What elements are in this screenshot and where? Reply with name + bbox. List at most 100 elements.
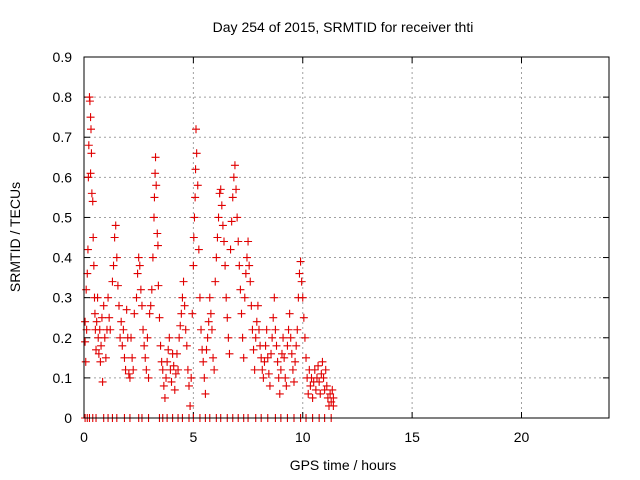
data-point [276, 365, 285, 374]
data-point [291, 357, 300, 366]
data-point [87, 149, 96, 158]
data-point [283, 341, 292, 350]
data-point [206, 309, 215, 318]
data-point [186, 401, 195, 410]
data-point [252, 317, 261, 326]
data-point [300, 333, 309, 342]
data-point [187, 373, 196, 382]
data-point [128, 353, 137, 362]
data-point [143, 333, 152, 342]
data-point [319, 373, 328, 382]
data-point [89, 261, 98, 270]
data-point [110, 233, 119, 242]
data-point [246, 277, 255, 286]
data-point [136, 285, 145, 294]
data-point [183, 365, 192, 374]
data-point [108, 277, 117, 286]
data-point [155, 313, 164, 322]
data-point [112, 253, 121, 262]
data-point [150, 213, 158, 222]
data-point [229, 173, 238, 182]
data-point [151, 153, 160, 162]
data-point [222, 293, 231, 302]
data-point [85, 97, 94, 106]
data-point [99, 301, 108, 310]
data-point [121, 365, 130, 374]
data-point [165, 333, 174, 342]
data-point [279, 333, 288, 342]
data-point [268, 333, 277, 342]
y-axis-label: SRMTID / TECUs [7, 182, 23, 292]
data-point [156, 341, 165, 350]
data-point [234, 237, 243, 246]
data-point [83, 269, 92, 278]
data-point [133, 269, 142, 278]
x-tick-labels: 0 5 10 15 20 [80, 429, 529, 445]
data-point [84, 173, 93, 182]
data-point [87, 189, 96, 198]
data-point [199, 357, 208, 366]
y-tick-label: 0.2 [53, 330, 73, 346]
data-point [237, 309, 246, 318]
data-point [270, 293, 279, 302]
data-point [158, 365, 167, 374]
data-point [96, 357, 105, 366]
data-point [148, 253, 157, 262]
data-point [217, 201, 226, 210]
data-point [282, 381, 291, 390]
data-point [81, 317, 90, 326]
data-point [191, 193, 200, 202]
data-point [272, 341, 281, 350]
data-point [241, 269, 250, 278]
data-point [93, 293, 102, 302]
y-tick-labels: 0 0.1 0.2 0.3 0.4 0.5 0.6 0.7 0.8 0.9 [53, 49, 73, 426]
data-point [216, 185, 225, 194]
data-point [308, 393, 317, 402]
data-point [113, 281, 122, 290]
data-point [211, 277, 220, 286]
y-tick-label: 0.8 [53, 89, 73, 105]
data-point [92, 345, 101, 354]
data-point [147, 285, 156, 294]
chart-title: Day 254 of 2015, SRMTID for receiver tht… [213, 19, 474, 35]
data-point [271, 325, 280, 334]
x-tick-label: 20 [514, 429, 530, 445]
data-point [200, 373, 209, 382]
y-tick-label: 0 [64, 410, 72, 426]
data-point [269, 313, 278, 322]
plot-frame [83, 56, 610, 419]
data-point [315, 377, 324, 386]
data-point [166, 365, 175, 374]
data-point [316, 389, 325, 398]
data-point [287, 349, 296, 358]
data-point [293, 325, 302, 334]
data-point [146, 301, 155, 310]
data-point [144, 373, 153, 382]
data-point [130, 309, 139, 318]
data-point [326, 389, 335, 398]
data-point [280, 353, 289, 362]
data-point [265, 381, 274, 390]
data-point [172, 349, 181, 358]
data-point [119, 325, 128, 334]
data-point [263, 353, 272, 362]
data-point [260, 357, 269, 366]
data-point [81, 337, 90, 346]
data-point [292, 341, 301, 350]
data-point [329, 393, 338, 402]
data-point [189, 233, 198, 242]
data-point [277, 349, 286, 358]
data-point [227, 217, 236, 226]
data-point [129, 365, 138, 374]
data-point [233, 213, 242, 222]
data-point [310, 365, 319, 374]
data-point [140, 341, 149, 350]
data-point [209, 353, 218, 362]
data-point [127, 333, 136, 342]
data-point [101, 353, 110, 362]
y-tick-label: 0.1 [53, 370, 73, 386]
data-point [242, 253, 251, 262]
data-point [194, 245, 203, 254]
data-point [214, 213, 223, 222]
y-tick-label: 0.9 [53, 49, 73, 65]
